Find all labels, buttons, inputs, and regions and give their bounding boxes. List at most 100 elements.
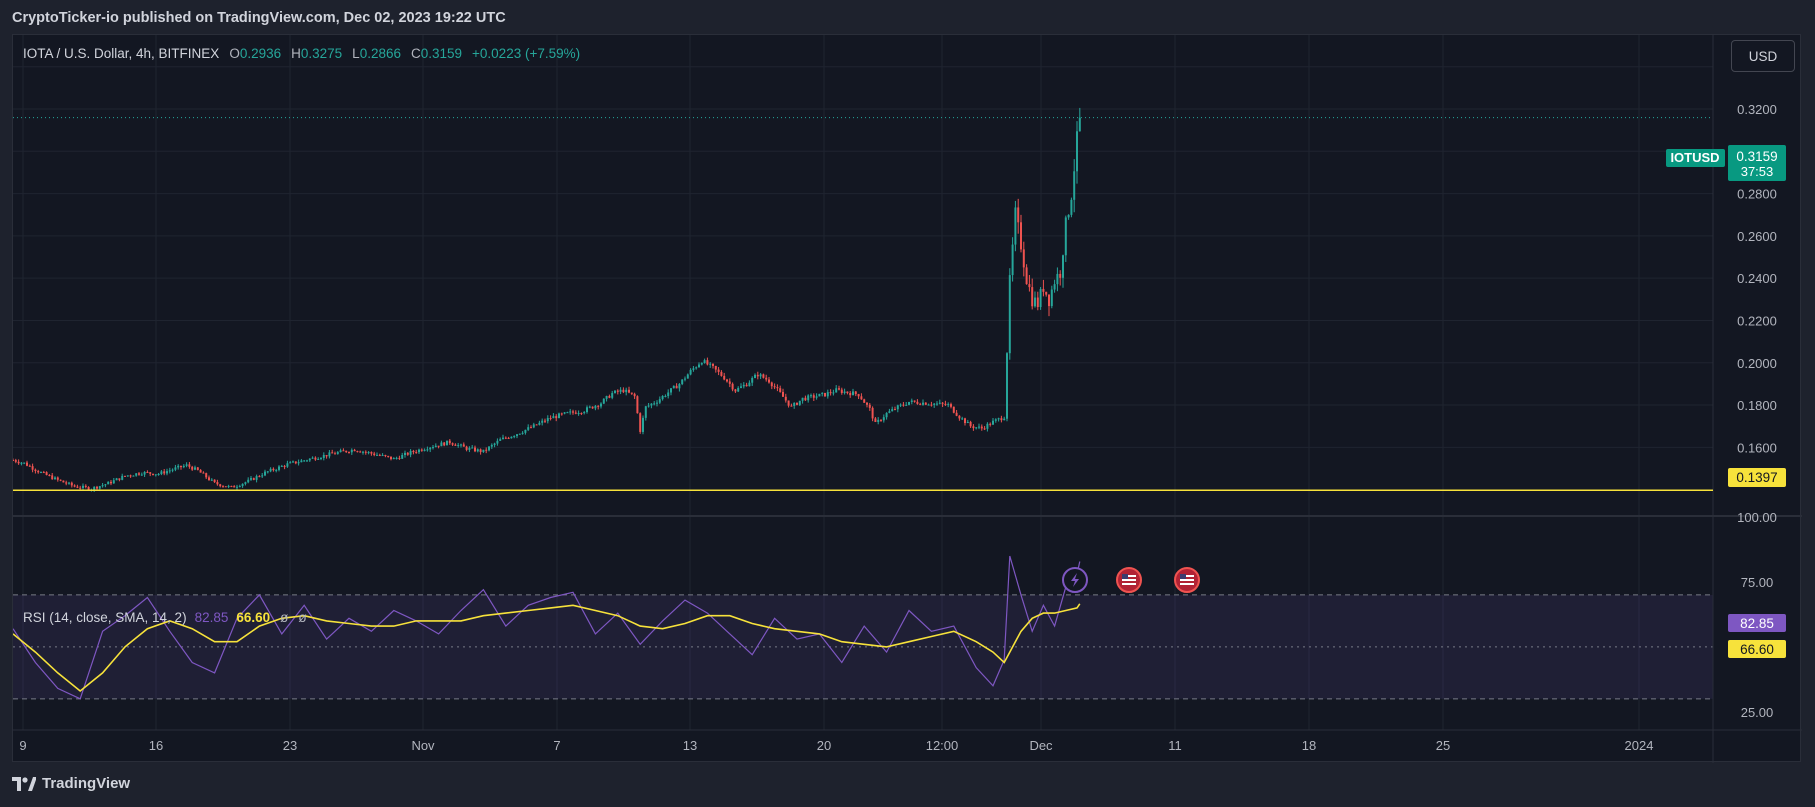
candle-body: [574, 412, 577, 414]
event-marker-us-flag-icon[interactable]: [1174, 567, 1200, 593]
candle-body: [871, 407, 874, 419]
candle-body: [989, 423, 992, 425]
candle-body: [849, 392, 852, 396]
candle-body: [894, 409, 896, 411]
chart-canvas[interactable]: 0.34000.32000.30000.28000.26000.24000.22…: [13, 35, 1802, 763]
candle-body: [219, 484, 222, 487]
rsi-legend-label[interactable]: RSI (14, close, SMA, 14, 2): [23, 610, 187, 625]
candle-body: [930, 404, 933, 406]
rsi-legend-na-2: ø: [298, 610, 307, 625]
candle-body: [868, 404, 871, 408]
candle-body: [132, 475, 135, 477]
candle-body: [87, 486, 90, 490]
candle-body: [443, 442, 446, 446]
candle-body: [224, 486, 227, 488]
candle-body: [345, 450, 348, 453]
candle-body: [70, 482, 73, 486]
rsi-legend-sma: 66.60: [236, 610, 271, 625]
candle-body: [560, 413, 563, 415]
candle-body: [101, 485, 104, 487]
candle-body: [182, 465, 185, 468]
candle-body: [521, 432, 524, 434]
candle-body: [412, 450, 415, 453]
candle-body: [250, 478, 252, 480]
candle-body: [294, 461, 297, 464]
candle-body: [597, 405, 600, 407]
candle-body: [756, 374, 759, 377]
price-axis[interactable]: 0.34000.32000.30000.28000.26000.24000.22…: [1737, 60, 1777, 456]
candle-body: [863, 399, 866, 403]
candle-body: [1006, 353, 1008, 419]
candle-body: [829, 392, 832, 394]
rsi-tick-label: 100.00: [1737, 510, 1777, 525]
candle-body: [348, 452, 350, 454]
chart-panel[interactable]: 0.34000.32000.30000.28000.26000.24000.22…: [12, 34, 1802, 763]
candle-body: [745, 384, 748, 387]
candle-body: [549, 418, 552, 420]
candle-body: [241, 483, 244, 487]
candle-body: [532, 424, 535, 428]
candle-body: [233, 486, 236, 488]
candle-body: [353, 449, 356, 452]
candle-body: [787, 400, 790, 406]
candle-body: [485, 449, 488, 451]
candle-body: [678, 384, 681, 389]
candle-body: [143, 471, 146, 475]
candle-body: [670, 388, 672, 393]
candle-body: [185, 464, 188, 466]
candle-body: [600, 403, 602, 407]
candle-body: [121, 475, 124, 480]
time-tick-label: 11: [1168, 738, 1182, 753]
candle-body: [140, 474, 143, 476]
candle-body: [437, 445, 440, 447]
candle-body: [712, 363, 714, 366]
event-marker-lightning-icon[interactable]: [1062, 567, 1088, 593]
candle-body: [292, 461, 294, 463]
candle-body: [308, 458, 311, 461]
candle-body: [115, 478, 118, 481]
candle-body: [888, 411, 891, 413]
tradingview-logo[interactable]: TradingView: [12, 775, 130, 792]
candle-body: [247, 479, 250, 483]
event-marker-us-flag-icon[interactable]: [1116, 567, 1142, 593]
legend-symbol[interactable]: IOTA / U.S. Dollar, 4h, BITFINEX: [23, 46, 220, 61]
candle-body: [983, 428, 986, 430]
candle-body: [154, 474, 157, 476]
candle-body: [902, 404, 905, 406]
candle-body: [748, 382, 751, 387]
price-tag-countdown-text: 37:53: [1741, 164, 1774, 179]
candle-body: [112, 480, 115, 484]
candle-body: [26, 462, 28, 466]
candle-body: [409, 450, 412, 455]
rsi-legend-value: 82.85: [194, 610, 229, 625]
candle-body: [188, 464, 191, 467]
publisher-caption: CryptoTicker-io published on TradingView…: [12, 10, 506, 26]
time-tick-label: 2024: [1625, 738, 1654, 753]
candle-body: [62, 480, 65, 483]
price-tag-price-text: 0.3159: [1736, 149, 1777, 164]
candle-body: [297, 462, 300, 464]
tradingview-brand-text: TradingView: [42, 775, 131, 792]
candle-body: [149, 472, 152, 474]
candle-body: [588, 406, 591, 408]
candle-body: [392, 458, 395, 460]
time-axis[interactable]: 9 16 23 Nov 7 13 20 12:00 Dec 11 18 25 2024: [19, 738, 1653, 753]
candle-body: [877, 419, 880, 422]
candle-body: [499, 439, 502, 441]
currency-button[interactable]: USD: [1731, 40, 1795, 72]
candle-body: [936, 403, 938, 405]
candle-body: [334, 453, 336, 455]
candle-body: [432, 447, 434, 449]
time-tick-label: 18: [1302, 738, 1316, 753]
candle-body: [975, 427, 978, 429]
candle-body: [969, 421, 972, 427]
candle-body: [958, 415, 961, 419]
candle-body: [653, 403, 656, 405]
candle-body: [642, 417, 644, 432]
candle-body: [608, 395, 611, 398]
candle-body: [807, 395, 810, 401]
time-tick-label: 25: [1436, 738, 1450, 753]
legend-low-value: 0.2866: [359, 46, 401, 61]
candle-body: [854, 391, 857, 395]
candle-body: [191, 466, 194, 470]
